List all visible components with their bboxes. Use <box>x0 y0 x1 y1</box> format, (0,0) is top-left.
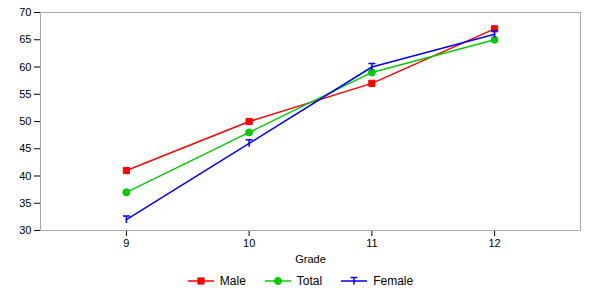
svg-text:11: 11 <box>366 237 377 249</box>
svg-text:40: 40 <box>19 170 31 182</box>
svg-text:12: 12 <box>488 237 500 249</box>
svg-text:60: 60 <box>19 61 31 73</box>
svg-text:10: 10 <box>243 237 255 249</box>
html-text:Total: Total <box>296 274 323 288</box>
svg-text:55: 55 <box>19 88 31 100</box>
svg-text:50: 50 <box>19 115 31 127</box>
html-text:Female: Female <box>373 274 414 288</box>
svg-text:65: 65 <box>19 33 31 45</box>
svg-text:45: 45 <box>19 142 31 154</box>
svg-text:30: 30 <box>19 224 31 236</box>
svg-text:9: 9 <box>123 237 129 249</box>
svg-text:Grade: Grade <box>295 253 326 265</box>
svg-text:35: 35 <box>19 197 31 209</box>
html-text:Male: Male <box>219 274 246 288</box>
svg-text:70: 70 <box>19 6 31 18</box>
